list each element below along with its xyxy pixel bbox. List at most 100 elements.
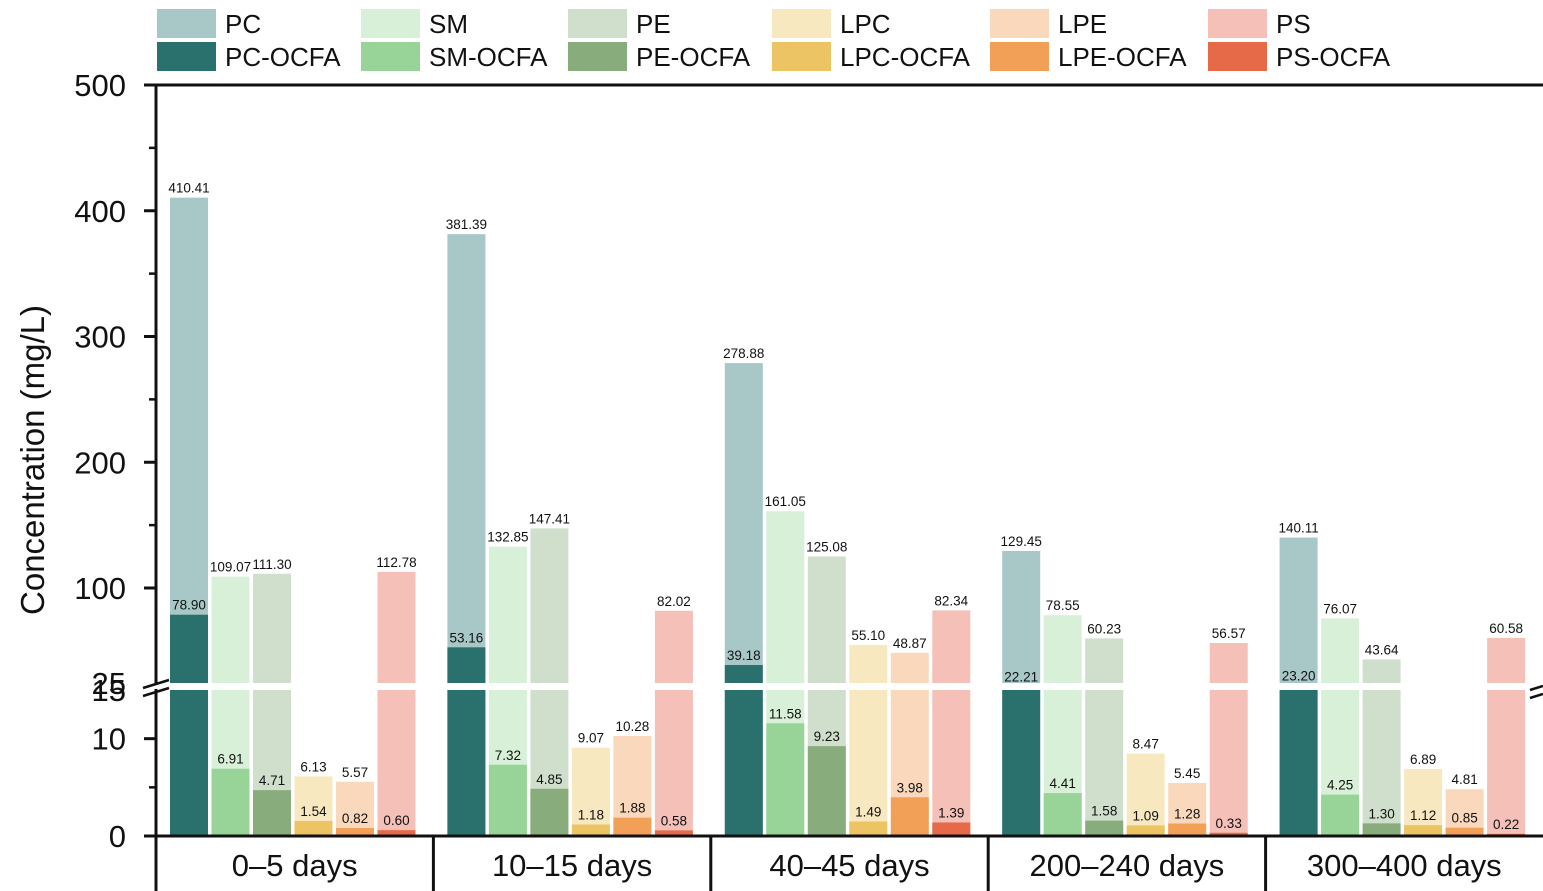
legend-label-lpc-ocfa: LPC-OCFA [840,42,971,72]
data-label-pc-40-45-days: 278.88 [723,346,764,361]
bar-pc-ocfa-200-240-days [1002,686,1041,836]
y-tick-label-300: 300 [74,320,126,355]
data-label-pe-ocfa-200-240-days: 1.58 [1091,804,1117,819]
data-label-pc-ocfa-300-400-days: 23.20 [1282,668,1316,683]
data-label-pe-ocfa-10-15-days: 4.85 [536,772,562,787]
data-labels: 410.41 78.90 109.07 6.91 111.30 4.71 6.13 1.54 5… [168,181,1523,832]
y-tick-label-100: 100 [74,571,126,606]
bar-ps-ocfa-40-45-days [932,822,971,836]
axes: 25 100 200 300 400 500 0 10 15 0–5 days 10–15 days… [74,68,1543,891]
axis-break-mark-right [1529,684,1543,700]
data-label-pc-300-400-days: 140.11 [1278,521,1318,536]
data-label-ps-ocfa-0-5-days: 0.60 [383,813,409,828]
bar-ps-0-5-days [377,571,416,836]
legend-swatch-pc-ocfa [157,42,216,71]
data-label-sm-0-5-days: 109.07 [210,560,251,575]
data-label-lpc-ocfa-40-45-days: 1.49 [855,804,881,819]
legend-swatch-lpc [772,9,831,38]
bar-pc-ocfa-10-15-days [447,647,486,836]
data-label-ps-40-45-days: 82.34 [934,593,968,608]
bar-ps-ocfa-200-240-days [1209,832,1248,836]
y-tick-label-400: 400 [74,194,126,229]
bar-lpc-ocfa-300-400-days [1404,825,1443,836]
bar-lpe-ocfa-10-15-days [613,817,652,836]
legend-swatch-lpc-ocfa [772,42,831,71]
bar-lpc-300-400-days [1404,768,1443,836]
data-label-lpc-0-5-days: 6.13 [300,759,326,774]
legend-label-pc-ocfa: PC-OCFA [225,42,341,72]
category-label-10-15-days: 10–15 days [492,848,652,883]
data-label-lpe-ocfa-10-15-days: 1.88 [619,801,645,816]
data-label-lpe-200-240-days: 5.45 [1174,766,1200,781]
bar-ps-40-45-days [932,610,971,836]
bar-pe-ocfa-10-15-days [530,788,569,836]
data-label-pe-40-45-days: 125.08 [806,539,847,554]
data-label-lpe-ocfa-40-45-days: 3.98 [897,780,923,795]
data-label-pc-10-15-days: 381.39 [446,217,487,232]
data-label-lpe-ocfa-0-5-days: 0.82 [342,811,368,826]
legend-swatch-pc [157,9,216,38]
data-label-lpe-0-5-days: 5.57 [342,765,368,780]
data-label-ps-200-240-days: 56.57 [1212,626,1246,641]
bar-ps-ocfa-0-5-days [377,830,416,836]
legend-label-sm: SM [429,9,468,39]
category-label-40-45-days: 40–45 days [769,848,929,883]
legend-label-pe: PE [636,9,671,39]
bar-lpe-0-5-days [336,781,374,836]
category-label-200-240-days: 200–240 days [1030,848,1225,883]
y-tick-label-500: 500 [74,68,126,103]
data-label-pe-300-400-days: 43.64 [1365,642,1399,657]
data-label-ps-ocfa-200-240-days: 0.33 [1216,816,1242,831]
y-tick-label-200: 200 [74,445,126,480]
data-label-pc-ocfa-0-5-days: 78.90 [172,598,206,613]
legend-label-ps: PS [1276,9,1311,39]
data-label-lpe-40-45-days: 48.87 [893,636,927,651]
bar-ps-10-15-days [654,610,693,836]
bar-lpc-10-15-days [571,747,610,836]
legend-label-sm-ocfa: SM-OCFA [429,42,548,72]
data-label-ps-10-15-days: 82.02 [657,594,691,609]
legend-swatch-sm-ocfa [361,42,420,71]
bar-ps-200-240-days [1209,643,1248,836]
bar-pe-ocfa-0-5-days [253,790,291,836]
y-tick-label-lower-15: 15 [92,673,126,708]
legend-swatch-ps-ocfa [1208,42,1267,71]
data-label-lpc-10-15-days: 9.07 [578,731,604,746]
data-label-sm-ocfa-10-15-days: 7.32 [495,748,521,763]
bars-ocfa [170,614,1526,836]
data-label-ps-ocfa-10-15-days: 0.58 [661,813,687,828]
data-label-lpe-ocfa-200-240-days: 1.28 [1174,807,1200,822]
bar-sm-ocfa-40-45-days [766,723,805,836]
bar-lpc-ocfa-0-5-days [294,821,333,836]
data-label-pe-ocfa-300-400-days: 1.30 [1368,806,1394,821]
bar-sm-ocfa-0-5-days [211,768,250,836]
data-label-sm-ocfa-200-240-days: 4.41 [1050,776,1076,791]
y-tick-label-25: 25 [92,666,126,701]
bar-lpc-ocfa-40-45-days [849,821,888,836]
bar-pe-10-15-days [530,528,569,836]
bar-pe-ocfa-300-400-days [1362,823,1401,836]
category-label-0-5-days: 0–5 days [232,848,358,883]
y-axis-label: Concentration (mg/L) [14,305,51,615]
legend-swatch-ps [1208,9,1267,38]
data-label-lpc-300-400-days: 6.89 [1410,752,1436,767]
y-tick-label-lower-10: 10 [92,722,126,757]
data-label-lpe-ocfa-300-400-days: 0.85 [1451,811,1477,826]
data-label-lpc-40-45-days: 55.10 [851,628,885,643]
data-label-sm-ocfa-0-5-days: 6.91 [217,752,243,767]
legend-label-lpe: LPE [1058,9,1107,39]
legend-swatch-pe [568,9,627,38]
data-label-ps-ocfa-40-45-days: 1.39 [938,805,964,820]
data-label-sm-10-15-days: 132.85 [487,530,528,545]
data-label-ps-ocfa-300-400-days: 0.22 [1493,817,1519,832]
data-label-pc-0-5-days: 410.41 [168,181,209,196]
legend-swatch-pe-ocfa [568,42,627,71]
bar-sm-ocfa-10-15-days [488,764,527,836]
legend-label-ps-ocfa: PS-OCFA [1276,42,1391,72]
data-label-lpe-10-15-days: 10.28 [616,719,650,734]
bar-pc-ocfa-300-400-days [1279,685,1318,836]
data-label-lpc-ocfa-10-15-days: 1.18 [578,808,604,823]
legend-swatch-sm [361,9,420,38]
data-label-pe-ocfa-40-45-days: 9.23 [814,729,840,744]
bar-ps-300-400-days [1487,637,1526,836]
